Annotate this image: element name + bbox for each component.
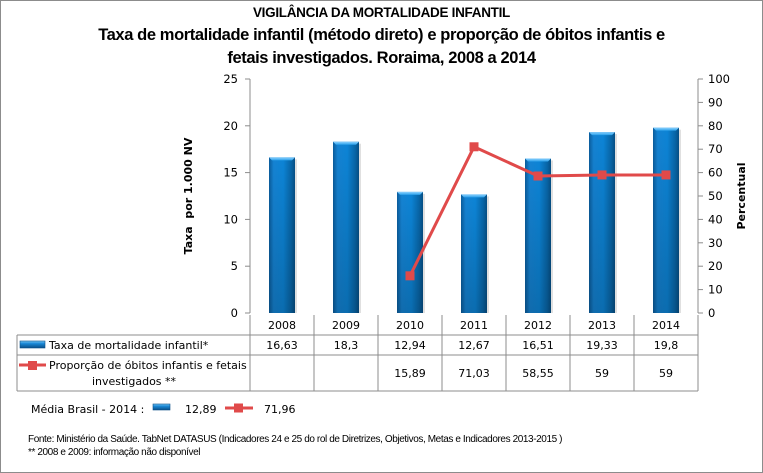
legend-line-label-2: investigados **	[92, 375, 177, 388]
bar-shade	[589, 132, 615, 313]
y-tick-label-right: 90	[708, 95, 723, 109]
line-marker-2012	[533, 171, 543, 181]
x-tick-label: 2008	[268, 319, 296, 332]
legend-line-label-1: Proporção de óbitos infantis e fetais	[49, 359, 247, 372]
line-marker-2010	[405, 271, 415, 281]
chart-title: Taxa de mortalidade infantil (método dir…	[0, 24, 763, 70]
y-tick-label-right: 100	[708, 72, 730, 86]
y-tick-label-left: 0	[231, 306, 238, 320]
y-tick-label-right: 80	[708, 119, 723, 133]
bar-shade	[461, 194, 487, 313]
y-tick-label-right: 30	[708, 236, 723, 250]
chart-supertitle: VIGILÂNCIA DA MORTALIDADE INFANTIL	[252, 5, 511, 20]
bar-shade	[333, 141, 359, 313]
bar-shade	[525, 158, 551, 313]
bar-shade	[269, 157, 295, 313]
y-axis-title-left: Taxa por 1.000 NV	[182, 137, 195, 254]
x-tick-label: 2009	[332, 319, 360, 332]
bar-value-cell: 19,33	[586, 339, 618, 352]
brasil-line-value: 71,96	[264, 403, 296, 416]
brasil-average-label: Média Brasil - 2014 :	[31, 403, 144, 416]
bar-2011	[461, 194, 489, 313]
bar-value-cell: 16,51	[522, 339, 554, 352]
y-tick-label-left: 15	[223, 166, 238, 180]
line-marker-2011	[469, 142, 479, 152]
y-tick-label-right: 10	[708, 283, 723, 297]
line-value-cell: 71,03	[458, 367, 490, 380]
legend-bar-swatch	[19, 340, 46, 349]
footer-note: ** 2008 e 2009: informação não disponíve…	[28, 447, 201, 458]
x-tick-label: 2010	[396, 319, 424, 332]
y-tick-label-right: 60	[708, 166, 723, 180]
bar-shade	[653, 127, 679, 313]
bar-value-cell: 12,94	[394, 339, 426, 352]
bar-cap	[525, 158, 551, 162]
y-tick-label-right: 40	[708, 212, 723, 226]
chart-title-line1: Taxa de mortalidade infantil (método dir…	[98, 26, 665, 44]
brasil-line-marker	[234, 403, 243, 413]
bar-cap	[589, 132, 615, 136]
data-table: 2008 2009 2010 2011 2012 2013 2014 Taxa de mort…	[16, 315, 699, 392]
x-tick-label: 2014	[652, 319, 680, 332]
bar-value-cell: 16,63	[266, 339, 298, 352]
brasil-bar-value: 12,89	[185, 403, 217, 416]
bar-2013	[589, 132, 617, 313]
y-tick-label-right: 50	[708, 189, 723, 203]
legend-bar-label: Taxa de mortalidade infantil*	[48, 339, 209, 352]
x-tick-label: 2011	[460, 319, 488, 332]
line-value-cell: 59	[659, 367, 673, 380]
y-tick-label-right: 20	[708, 259, 723, 273]
bar-value-cell: 18,3	[334, 339, 359, 352]
brasil-average-legend: Média Brasil - 2014 : 12,89 71,96	[31, 403, 296, 416]
line-series	[405, 142, 671, 281]
x-tick-label: 2013	[588, 319, 616, 332]
line-value-cell: 59	[595, 367, 609, 380]
bar-cap	[269, 157, 295, 161]
y-axis-title-right: Percentual	[735, 162, 748, 229]
bar-2012	[525, 158, 553, 313]
bar-2014	[653, 127, 681, 313]
footer-source: Fonte: Ministério da Saúde. TabNet DATAS…	[28, 434, 563, 445]
bar-cap	[397, 191, 423, 195]
line-marker-2014	[661, 170, 671, 180]
bar-series	[269, 127, 681, 313]
axes: 0 5 10 15 20 25 0 10 20 30 40 50 60 70 80 90 100 Taxa por…	[182, 72, 748, 320]
bar-cap	[653, 127, 679, 131]
y-tick-label-left: 25	[223, 72, 238, 86]
y-tick-label-left: 10	[223, 212, 238, 226]
bar-value-cell: 19,8	[654, 339, 679, 352]
line-value-cell: 58,55	[522, 367, 554, 380]
y-tick-label-left: 20	[223, 119, 238, 133]
brasil-bar-swatch	[152, 403, 171, 411]
chart-title-line2: fetais investigados. Roraima, 2008 a 201…	[227, 49, 536, 67]
y-tick-label-right: 0	[708, 306, 715, 320]
line-marker-2013	[597, 170, 607, 180]
bar-cap	[333, 141, 359, 145]
bar-2009	[333, 141, 361, 313]
y-tick-label-right: 70	[708, 142, 723, 156]
bar-value-cell: 12,67	[458, 339, 490, 352]
line-value-cell: 15,89	[394, 367, 426, 380]
x-tick-label: 2012	[524, 319, 552, 332]
bar-shade	[397, 191, 423, 313]
bar-2010	[397, 191, 425, 313]
legend-line-marker	[28, 361, 37, 370]
y-tick-label-left: 5	[231, 259, 238, 273]
bar-cap	[461, 194, 487, 198]
bar-2008	[269, 157, 297, 313]
